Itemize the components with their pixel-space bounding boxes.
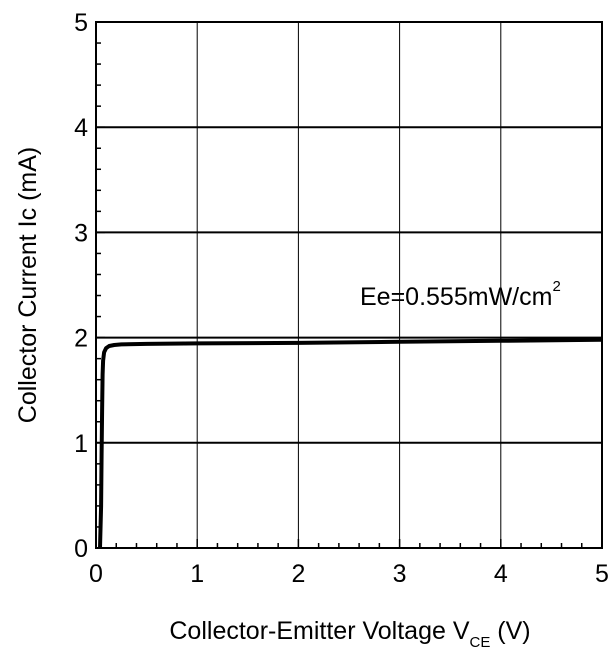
x-axis-title-main: Collector-Emitter Voltage V [169, 617, 469, 645]
x-tick-label: 5 [595, 560, 609, 588]
y-tick-label: 5 [74, 9, 88, 37]
x-tick-label: 0 [89, 560, 103, 588]
x-axis-title-unit: (V) [490, 617, 530, 645]
y-tick-label: 2 [74, 325, 88, 353]
x-tick-label: 1 [190, 560, 204, 588]
y-axis-title: Collector Current Ic (mA) [14, 147, 42, 423]
annotation-superscript: 2 [552, 278, 560, 295]
plot-frame [95, 21, 603, 549]
x-axis-title: Collector-Emitter Voltage VCE (V) [169, 617, 530, 651]
y-tick-label: 4 [74, 114, 88, 142]
y-tick-label: 1 [74, 430, 88, 458]
y-tick-labels: 0 1 2 3 4 5 [74, 9, 88, 563]
x-tick-label: 2 [291, 560, 305, 588]
x-tick-label: 4 [494, 560, 508, 588]
annotation-text: Ee=0.555mW/cm [360, 283, 552, 311]
y-tick-label: 0 [74, 535, 88, 563]
x-tick-labels: 0 1 2 3 4 5 [89, 560, 609, 588]
y-tick-label: 3 [74, 219, 88, 247]
x-tick-label: 3 [393, 560, 407, 588]
annotation: Ee=0.555mW/cm2 [360, 278, 561, 311]
grid [96, 22, 602, 548]
series-line [98, 337, 603, 549]
x-axis-title-subscript: CE [470, 634, 491, 651]
